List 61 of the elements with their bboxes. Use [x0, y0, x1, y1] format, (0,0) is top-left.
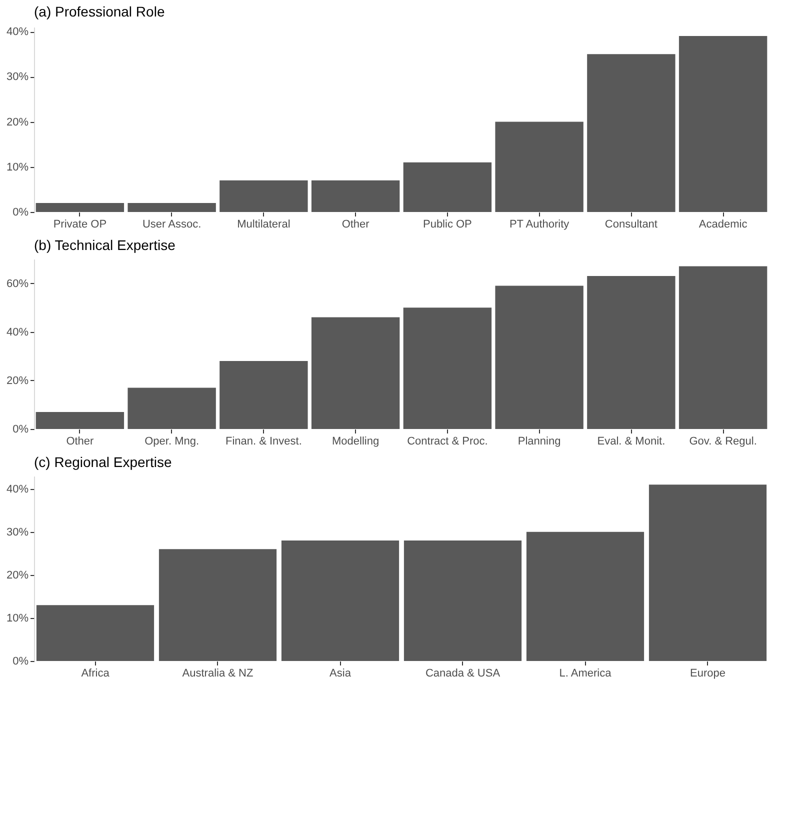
x-tick-label: Public OP: [422, 218, 472, 230]
y-tick-label: 20%: [6, 374, 29, 387]
y-tick-label: 60%: [6, 278, 29, 290]
bar: [587, 54, 676, 212]
chart-title: (a) Professional Role: [34, 4, 165, 20]
x-tick-label: Modelling: [332, 436, 380, 448]
bar: [495, 122, 584, 212]
bar: [404, 540, 522, 661]
bar: [403, 162, 492, 212]
bar: [648, 484, 767, 661]
chart-title: (c) Regional Expertise: [34, 454, 172, 470]
bar: [678, 266, 768, 429]
bar: [36, 202, 124, 212]
bar: [36, 605, 154, 661]
x-tick-label: Europe: [690, 668, 726, 680]
x-tick-label: User Assoc.: [142, 218, 202, 230]
x-tick-label: Other: [66, 436, 94, 448]
bar: [587, 276, 676, 429]
bar: [220, 180, 308, 212]
bar: [311, 317, 400, 429]
bar: [158, 549, 277, 661]
y-tick-label: 40%: [6, 26, 29, 38]
x-tick-label: Contract & Proc.: [407, 436, 488, 448]
x-tick-label: Canada & USA: [425, 668, 501, 680]
y-tick-label: 40%: [6, 483, 29, 496]
y-tick-label: 10%: [6, 161, 29, 174]
x-tick-label: L. America: [559, 668, 612, 680]
bar: [128, 388, 216, 429]
bar: [220, 361, 308, 429]
y-tick-label: 0%: [12, 424, 29, 436]
y-tick-label: 0%: [12, 206, 29, 218]
y-tick-label: 10%: [6, 612, 29, 624]
x-tick-label: Australia & NZ: [182, 668, 254, 680]
x-tick-label: Gov. & Regul.: [689, 436, 757, 448]
y-tick-label: 30%: [6, 71, 29, 84]
x-tick-label: Planning: [518, 436, 561, 448]
bar: [36, 412, 124, 429]
y-tick-label: 20%: [6, 116, 29, 128]
x-tick-label: Finan. & Invest.: [225, 436, 302, 448]
y-tick-label: 0%: [12, 656, 29, 668]
y-tick-label: 30%: [6, 526, 29, 538]
chart-title: (b) Technical Expertise: [34, 237, 176, 253]
x-tick-label: PT Authority: [509, 218, 570, 230]
bar: [128, 202, 216, 212]
x-tick-label: Academic: [698, 218, 748, 230]
y-tick-label: 20%: [6, 569, 29, 582]
x-tick-label: Asia: [330, 668, 352, 680]
x-tick-label: Eval. & Monit.: [597, 436, 666, 448]
bar: [526, 532, 644, 661]
x-tick-label: Consultant: [604, 218, 658, 230]
x-tick-label: Africa: [81, 668, 110, 680]
bar: [403, 308, 492, 429]
x-tick-label: Multilateral: [237, 218, 290, 230]
bar: [281, 540, 400, 661]
y-tick-label: 40%: [6, 326, 29, 338]
bar: [495, 286, 584, 429]
bar: [678, 36, 768, 212]
bar: [311, 180, 400, 212]
x-tick-label: Private OP: [53, 218, 107, 230]
x-tick-label: Other: [342, 218, 370, 230]
x-tick-label: Oper. Mng.: [144, 436, 200, 448]
